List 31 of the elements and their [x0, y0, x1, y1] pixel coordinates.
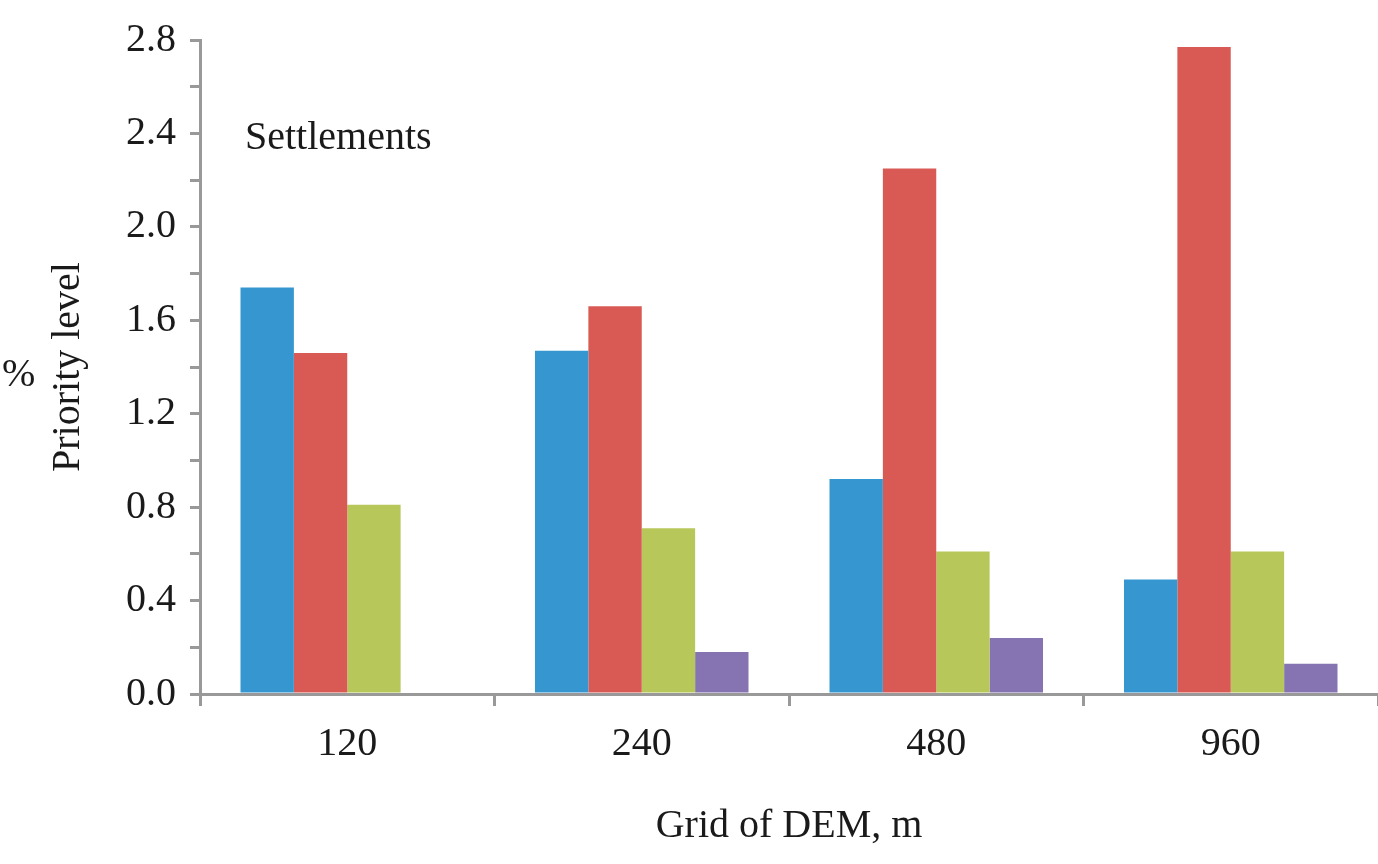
bar — [1177, 47, 1231, 693]
x-tick-label: 120 — [317, 718, 378, 764]
bar — [695, 651, 749, 693]
y-tick-label: 2.0 — [126, 201, 176, 247]
bar — [347, 504, 401, 693]
y-axis-title: Priority level — [42, 262, 88, 472]
bar — [293, 352, 348, 693]
y-tick-label: 1.2 — [126, 388, 176, 434]
bar — [588, 306, 642, 693]
x-tick-label: 480 — [906, 718, 967, 764]
x-tick-label: 960 — [1200, 718, 1261, 764]
bar — [829, 479, 883, 693]
x-axis-title: Grid of DEM, m — [655, 800, 923, 846]
bar — [1123, 579, 1178, 693]
x-tick-label: 240 — [611, 718, 672, 764]
y-tick-label: 2.8 — [126, 14, 176, 60]
text: % — [2, 349, 36, 395]
bar — [882, 168, 937, 693]
y-tick-label: 0.8 — [126, 481, 176, 527]
bar — [1284, 663, 1338, 693]
y-tick-label: 0.4 — [126, 575, 176, 621]
bar — [534, 350, 589, 693]
bar — [989, 637, 1044, 693]
bar — [240, 287, 294, 693]
bar — [936, 551, 990, 693]
y-tick-label: 0.0 — [126, 668, 176, 714]
annotation: Settlements — [245, 112, 432, 158]
bar — [1230, 551, 1285, 693]
y-tick-label: 2.4 — [126, 107, 176, 153]
y-tick-label: 1.6 — [126, 294, 176, 340]
bar — [641, 528, 696, 693]
